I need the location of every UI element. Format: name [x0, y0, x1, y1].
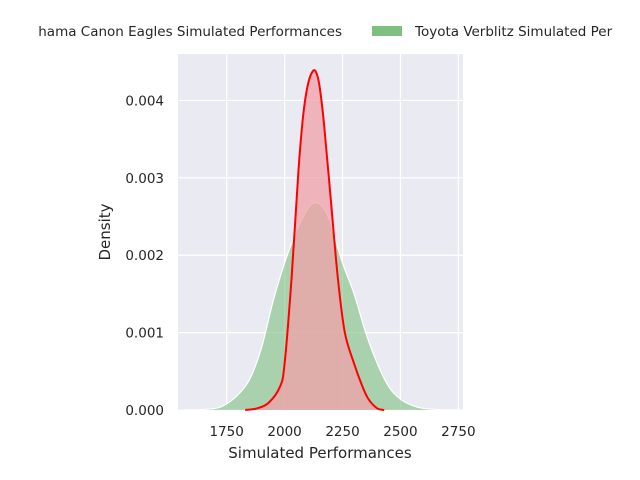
- y-tick-label: 0.000: [125, 403, 164, 419]
- y-tick-label: 0.004: [125, 93, 164, 109]
- x-tick-label: 2000: [267, 424, 301, 440]
- y-tick-label: 0.002: [125, 248, 164, 264]
- y-tick-label: 0.003: [125, 171, 164, 187]
- y-tick-label: 0.001: [125, 326, 164, 342]
- x-ticks: 1750 2000 2250 2500 2750: [209, 424, 475, 440]
- legend-label-series-2: Toyota Verblitz Simulated Per: [414, 24, 613, 40]
- series-1-area: [245, 70, 385, 410]
- x-tick-label: 2250: [325, 424, 359, 440]
- x-axis-label: Simulated Performances: [228, 444, 412, 462]
- y-ticks: 0.000 0.001 0.002 0.003 0.004: [125, 93, 164, 419]
- legend-swatch-series-2: [372, 26, 402, 36]
- x-tick-label: 2750: [441, 424, 475, 440]
- series-areas: [191, 69, 459, 411]
- legend-label-series-1: hama Canon Eagles Simulated Performances: [38, 24, 342, 40]
- y-axis-label: Density: [96, 203, 114, 260]
- legend: hama Canon Eagles Simulated Performances…: [38, 24, 612, 40]
- x-tick-label: 1750: [209, 424, 243, 440]
- series-1-line: [245, 69, 385, 411]
- x-tick-label: 2500: [383, 424, 417, 440]
